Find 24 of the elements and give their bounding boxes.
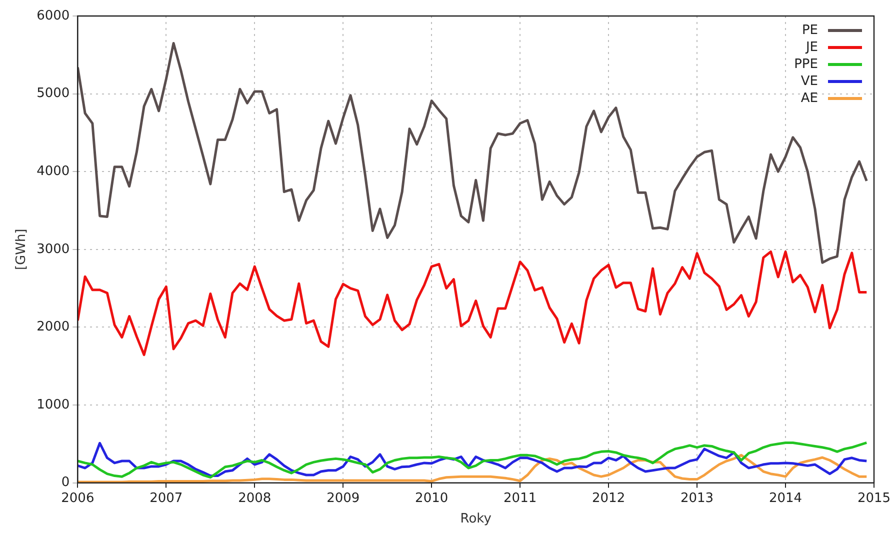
y-tick-label: 0 (61, 475, 70, 490)
x-tick-label: 2006 (61, 490, 94, 506)
x-tick-label: 2015 (857, 490, 891, 506)
legend-label: VE (800, 74, 818, 89)
x-tick-label: 2011 (504, 490, 537, 506)
legend-label: PPE (794, 57, 818, 72)
x-tick-label: 2014 (768, 490, 802, 506)
y-tick-label: 6000 (36, 8, 70, 24)
y-tick-label: 2000 (36, 320, 70, 335)
legend-label: PE (802, 23, 818, 38)
x-tick-label: 2013 (680, 490, 714, 506)
x-tick-label: 2010 (415, 490, 448, 506)
legend-label: JE (806, 40, 818, 55)
y-axis-title: [GWh] (14, 228, 30, 270)
y-tick-label: 1000 (36, 397, 70, 412)
y-tick-label: 5000 (36, 86, 70, 102)
x-tick-label: 2007 (150, 490, 183, 506)
x-tick-label: 2012 (592, 490, 626, 506)
legend-label: AE (800, 91, 818, 106)
y-tick-label: 3000 (36, 242, 70, 257)
y-tick-label: 4000 (36, 164, 70, 179)
x-tick-label: 2008 (238, 490, 272, 506)
x-tick-label: 2009 (326, 490, 360, 506)
x-axis-title: Roky (460, 512, 492, 527)
